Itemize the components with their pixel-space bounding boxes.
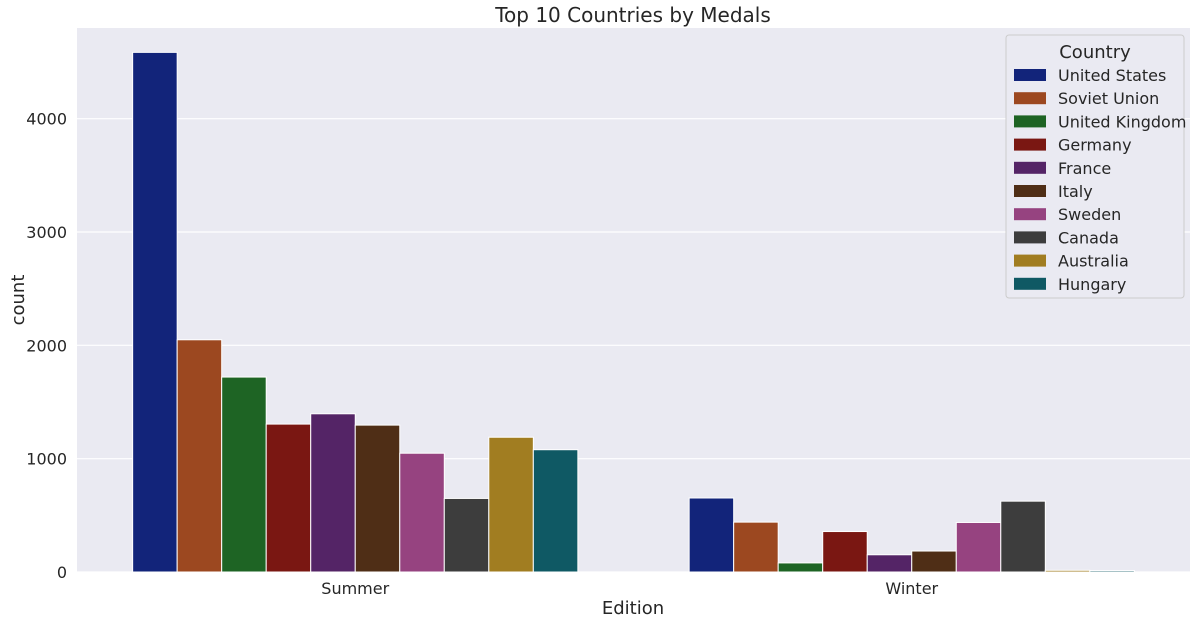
legend-title: Country xyxy=(1059,42,1131,63)
y-tick-label: 0 xyxy=(57,563,67,582)
bar-italy-winter xyxy=(911,550,957,573)
bar-australia-summer xyxy=(488,436,534,573)
legend-swatch xyxy=(1014,208,1046,221)
legend-swatch xyxy=(1014,115,1046,128)
y-tick-label: 1000 xyxy=(26,450,67,469)
bar-soviet-union-summer xyxy=(176,339,223,573)
legend-label: United Kingdom xyxy=(1058,112,1186,131)
bar-germany-summer xyxy=(265,423,312,573)
bar-hungary-winter xyxy=(1089,570,1135,573)
legend-swatch xyxy=(1014,231,1046,244)
bars xyxy=(132,51,1135,573)
x-tick-label: Summer xyxy=(321,579,389,598)
y-tick-label: 4000 xyxy=(26,110,67,129)
legend-swatch xyxy=(1014,161,1046,174)
bar-france-winter xyxy=(866,554,913,573)
legend-label: Soviet Union xyxy=(1058,89,1159,108)
y-axis-ticks: 0 1000 2000 3000 4000 xyxy=(26,110,67,582)
legend-label: Hungary xyxy=(1058,275,1126,294)
legend-label: United States xyxy=(1058,66,1166,85)
legend-box xyxy=(1005,34,1185,299)
bar-united-states-winter xyxy=(688,497,735,573)
bar-united-kingdom-winter xyxy=(777,562,824,573)
x-axis-ticks: Summer Winter xyxy=(321,579,938,598)
legend-label: Germany xyxy=(1058,136,1132,155)
y-tick-label: 3000 xyxy=(26,223,67,242)
bar-sweden-summer xyxy=(399,452,445,573)
chart-title: Top 10 Countries by Medals xyxy=(494,3,771,27)
bar-soviet-union-winter xyxy=(733,521,779,573)
bar-sweden-winter xyxy=(955,521,1002,573)
bar-australia-winter xyxy=(1044,569,1091,573)
bar-hungary-summer xyxy=(532,449,579,573)
legend-swatch xyxy=(1014,277,1046,290)
legend-swatch xyxy=(1014,138,1046,151)
bar-italy-summer xyxy=(354,424,401,573)
bar-canada-winter xyxy=(1000,500,1046,573)
x-axis-label: Edition xyxy=(602,598,664,619)
bar-canada-summer xyxy=(443,497,490,573)
bar-united-states-summer xyxy=(132,51,178,573)
y-tick-label: 2000 xyxy=(26,336,67,355)
legend-swatch xyxy=(1014,185,1046,197)
legend: Country United States Soviet Union United … xyxy=(1005,34,1186,299)
bar-france-summer xyxy=(310,413,356,573)
legend-label: Italy xyxy=(1058,182,1093,201)
legend-label: Australia xyxy=(1058,252,1129,271)
legend-label: Canada xyxy=(1058,228,1119,247)
legend-label: France xyxy=(1058,159,1111,178)
x-tick-label: Winter xyxy=(885,579,938,598)
legend-swatch xyxy=(1014,254,1046,267)
legend-swatch xyxy=(1014,69,1046,81)
legend-label: Sweden xyxy=(1058,205,1121,224)
bar-united-kingdom-summer xyxy=(221,376,267,573)
bar-germany-winter xyxy=(822,531,868,573)
y-axis-label: count xyxy=(8,275,29,326)
legend-swatch xyxy=(1014,92,1046,105)
